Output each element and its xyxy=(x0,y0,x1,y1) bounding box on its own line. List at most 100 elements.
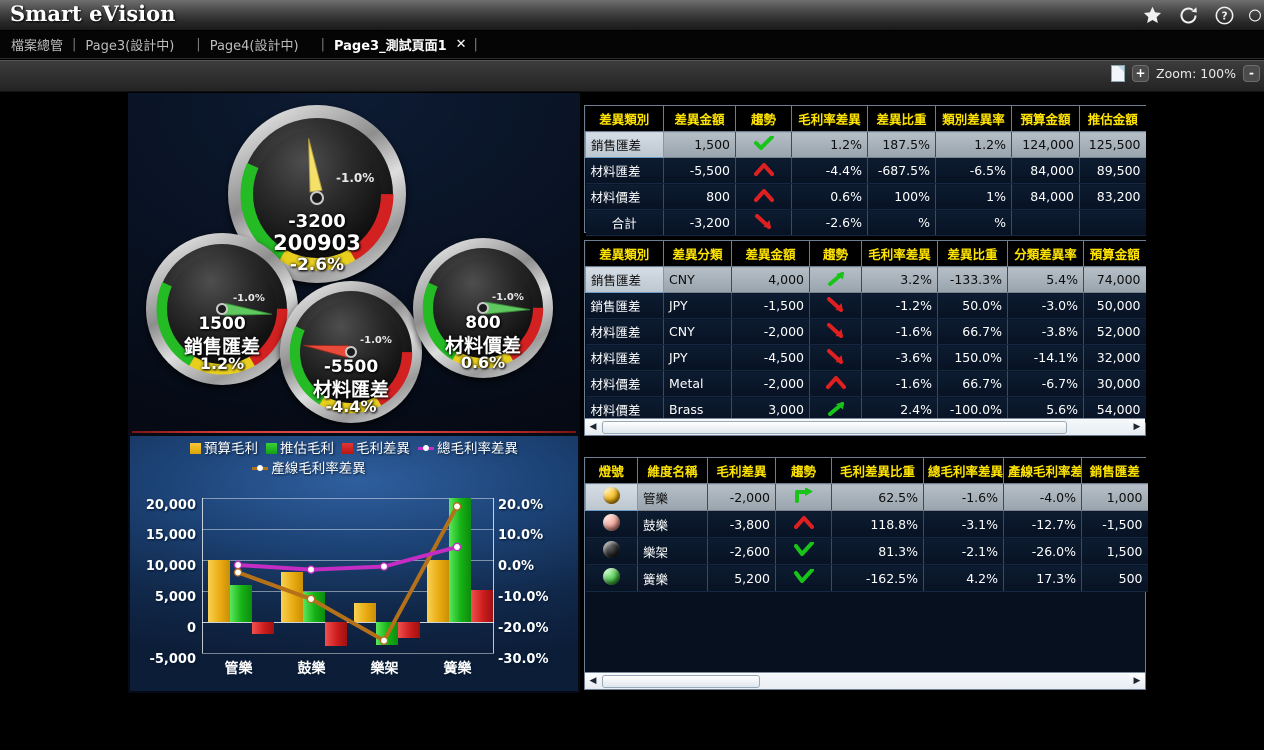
table-row[interactable]: 材料匯差 JPY -4,500 -3.6% 150.0% -14.1% 32,0… xyxy=(585,344,1146,371)
col-header[interactable]: 趨勢 xyxy=(775,458,832,484)
zoom-in-button[interactable]: + xyxy=(1132,65,1150,82)
table-row[interactable]: 管樂 -2,000 62.5% -1.6% -4.0% 1,000 xyxy=(585,483,1148,511)
table-row[interactable]: 材料匯差 -5,500 -4.4% -687.5% -6.5% 84,000 8… xyxy=(585,157,1146,184)
scroll-thumb[interactable] xyxy=(602,420,1067,434)
horizontal-scrollbar[interactable]: ◀ ▶ xyxy=(585,672,1145,689)
col-header[interactable]: 產線毛利率差! xyxy=(1003,458,1082,484)
cell-margin-rate: 0.6% xyxy=(791,183,868,210)
help-icon[interactable]: ? xyxy=(1212,3,1236,27)
gauge-code: 材料價差 xyxy=(444,335,521,357)
tab-page3-design[interactable]: Page3(設計中) xyxy=(85,39,175,54)
cell-estimate: 125,500 xyxy=(1079,131,1146,158)
document-icon[interactable] xyxy=(1111,65,1126,82)
col-header[interactable]: 差異類別 xyxy=(585,106,664,132)
status-lamp-icon xyxy=(602,541,620,558)
gauge-material-price[interactable]: -1.0% 800 材料價差 0.6% xyxy=(413,238,553,378)
bar-budget[interactable] xyxy=(208,560,230,622)
col-header[interactable]: 趨勢 xyxy=(735,106,792,132)
col-header[interactable]: 趨勢 xyxy=(809,241,862,267)
zoom-out-button[interactable]: - xyxy=(1243,65,1260,82)
grid-line xyxy=(202,591,494,592)
cell-budget: 32,000 xyxy=(1083,344,1146,371)
gauge-material-fx[interactable]: -1.0% -5500 材料匯差 -4.4% xyxy=(280,281,422,423)
gross-profit-chart: 預算毛利 推估毛利 毛利差異 總毛利率差異 產線毛利率差異 20,000 1 xyxy=(130,436,578,691)
tab-close-icon[interactable]: ✕ xyxy=(455,37,467,52)
col-header[interactable]: 差異比重 xyxy=(867,106,936,132)
table-row[interactable]: 簧樂 5,200 -162.5% 4.2% 17.3% 500 xyxy=(585,564,1148,592)
col-header[interactable]: 差異金額 xyxy=(663,106,736,132)
col-header[interactable]: 毛利差異 xyxy=(707,458,776,484)
scroll-left-arrow[interactable]: ◀ xyxy=(589,676,597,686)
scroll-left-arrow[interactable]: ◀ xyxy=(589,422,597,432)
cell-class-rate: -6.7% xyxy=(1007,370,1084,397)
bar-estimate[interactable] xyxy=(449,498,471,622)
table-row[interactable]: 銷售匯差 JPY -1,500 -1.2% 50.0% -3.0% 50,000 xyxy=(585,292,1146,319)
x-tick-label: 管樂 xyxy=(224,661,253,677)
scroll-track[interactable] xyxy=(601,673,1129,689)
bar-variance[interactable] xyxy=(325,622,347,646)
table-row[interactable]: 合計 -3,200 -2.6% % % xyxy=(585,209,1146,236)
col-header[interactable]: 毛利率差異 xyxy=(861,241,938,267)
y-tick-right: 0.0% xyxy=(498,559,535,574)
gauge-tick-label: -1.0% xyxy=(336,171,375,185)
table-row[interactable]: 鼓樂 -3,800 118.8% -3.1% -12.7% -1,500 xyxy=(585,510,1148,538)
col-header[interactable]: 差異分類 xyxy=(663,241,732,267)
gauge-sales-fx[interactable]: -1.0% 1500 銷售匯差 1.2% xyxy=(146,233,298,385)
tab-page4-design[interactable]: Page4(設計中) xyxy=(209,39,299,54)
col-header[interactable]: 類別差異率 xyxy=(935,106,1012,132)
col-header[interactable]: 差異金額 xyxy=(731,241,810,267)
horizontal-scrollbar[interactable]: ◀ ▶ xyxy=(585,418,1145,435)
col-header[interactable]: 分類差異率 xyxy=(1007,241,1084,267)
info-icon[interactable] xyxy=(1248,3,1262,27)
scroll-right-arrow[interactable]: ▶ xyxy=(1133,422,1141,432)
cell-category: 材料價差 xyxy=(585,183,664,210)
col-header[interactable]: 毛利率差異 xyxy=(791,106,868,132)
cell-margin-rate: -3.6% xyxy=(861,344,938,371)
table-row[interactable]: 銷售匯差 1,500 1.2% 187.5% 1.2% 124,000 125,… xyxy=(585,131,1146,158)
tab-page3-test-page1[interactable]: Page3_測試頁面1 xyxy=(333,39,447,54)
col-header[interactable]: 推估金額 xyxy=(1079,106,1146,132)
col-header[interactable]: 毛利差異比重 xyxy=(831,458,924,484)
refresh-icon[interactable] xyxy=(1176,3,1200,27)
table-row[interactable]: 銷售匯差 CNY 4,000 3.2% -133.3% 5.4% 74,000 xyxy=(585,266,1146,293)
cell-weight: 66.7% xyxy=(937,318,1008,345)
legend-item-estimate[interactable]: 推估毛利 xyxy=(266,440,334,459)
cell-total-margin-rate: -1.6% xyxy=(923,483,1004,511)
table-row[interactable]: 材料價差 Metal -2,000 -1.6% 66.7% -6.7% 30,0… xyxy=(585,370,1146,397)
col-header[interactable]: 差異類別 xyxy=(585,241,664,267)
legend-item-variance[interactable]: 毛利差異 xyxy=(342,440,410,459)
table-row[interactable]: 材料匯差 CNY -2,000 -1.6% 66.7% -3.8% 52,000 xyxy=(585,318,1146,345)
col-header[interactable]: 預算金額 xyxy=(1083,241,1146,267)
star-icon[interactable] xyxy=(1140,3,1164,27)
scroll-right-arrow[interactable]: ▶ xyxy=(1133,676,1141,686)
col-header[interactable]: 維度名稱 xyxy=(637,458,708,484)
legend-item-budget[interactable]: 預算毛利 xyxy=(190,440,258,459)
bar-budget[interactable] xyxy=(281,572,303,622)
bar-variance[interactable] xyxy=(252,622,274,634)
cell-category: 銷售匯差 xyxy=(585,292,664,319)
bar-variance[interactable] xyxy=(471,590,493,622)
legend-label: 總毛利率差異 xyxy=(437,441,518,457)
col-header[interactable]: 燈號 xyxy=(585,458,638,484)
bar-estimate[interactable] xyxy=(230,585,252,622)
legend-item-total-rate[interactable]: 總毛利率差異 xyxy=(418,440,518,459)
y-tick-right: 10.0% xyxy=(498,528,544,543)
col-header[interactable]: 預算金額 xyxy=(1011,106,1080,132)
svg-text:?: ? xyxy=(1221,10,1227,22)
scroll-track[interactable] xyxy=(601,419,1129,435)
scroll-thumb[interactable] xyxy=(602,674,761,688)
bar-variance[interactable] xyxy=(398,622,420,638)
cell-subcategory: Metal xyxy=(663,370,732,397)
legend-item-line-rate[interactable]: 產線毛利率差異 xyxy=(252,460,366,479)
table-row[interactable]: 樂架 -2,600 81.3% -2.1% -26.0% 1,500 xyxy=(585,537,1148,565)
tab-file-explorer[interactable]: 檔案總管 xyxy=(11,39,64,54)
bar-budget[interactable] xyxy=(427,560,449,622)
col-header[interactable]: 銷售匯差 xyxy=(1081,458,1148,484)
bar-budget[interactable] xyxy=(354,603,376,622)
table-row[interactable]: 材料價差 800 0.6% 100% 1% 84,000 83,200 xyxy=(585,183,1146,210)
y-tick-left: 5,000 xyxy=(154,590,196,605)
col-header[interactable]: 差異比重 xyxy=(937,241,1008,267)
col-header[interactable]: 總毛利率差異 xyxy=(923,458,1004,484)
left-panel: -1.0% -3200 200903 -2.6% xyxy=(128,93,580,693)
